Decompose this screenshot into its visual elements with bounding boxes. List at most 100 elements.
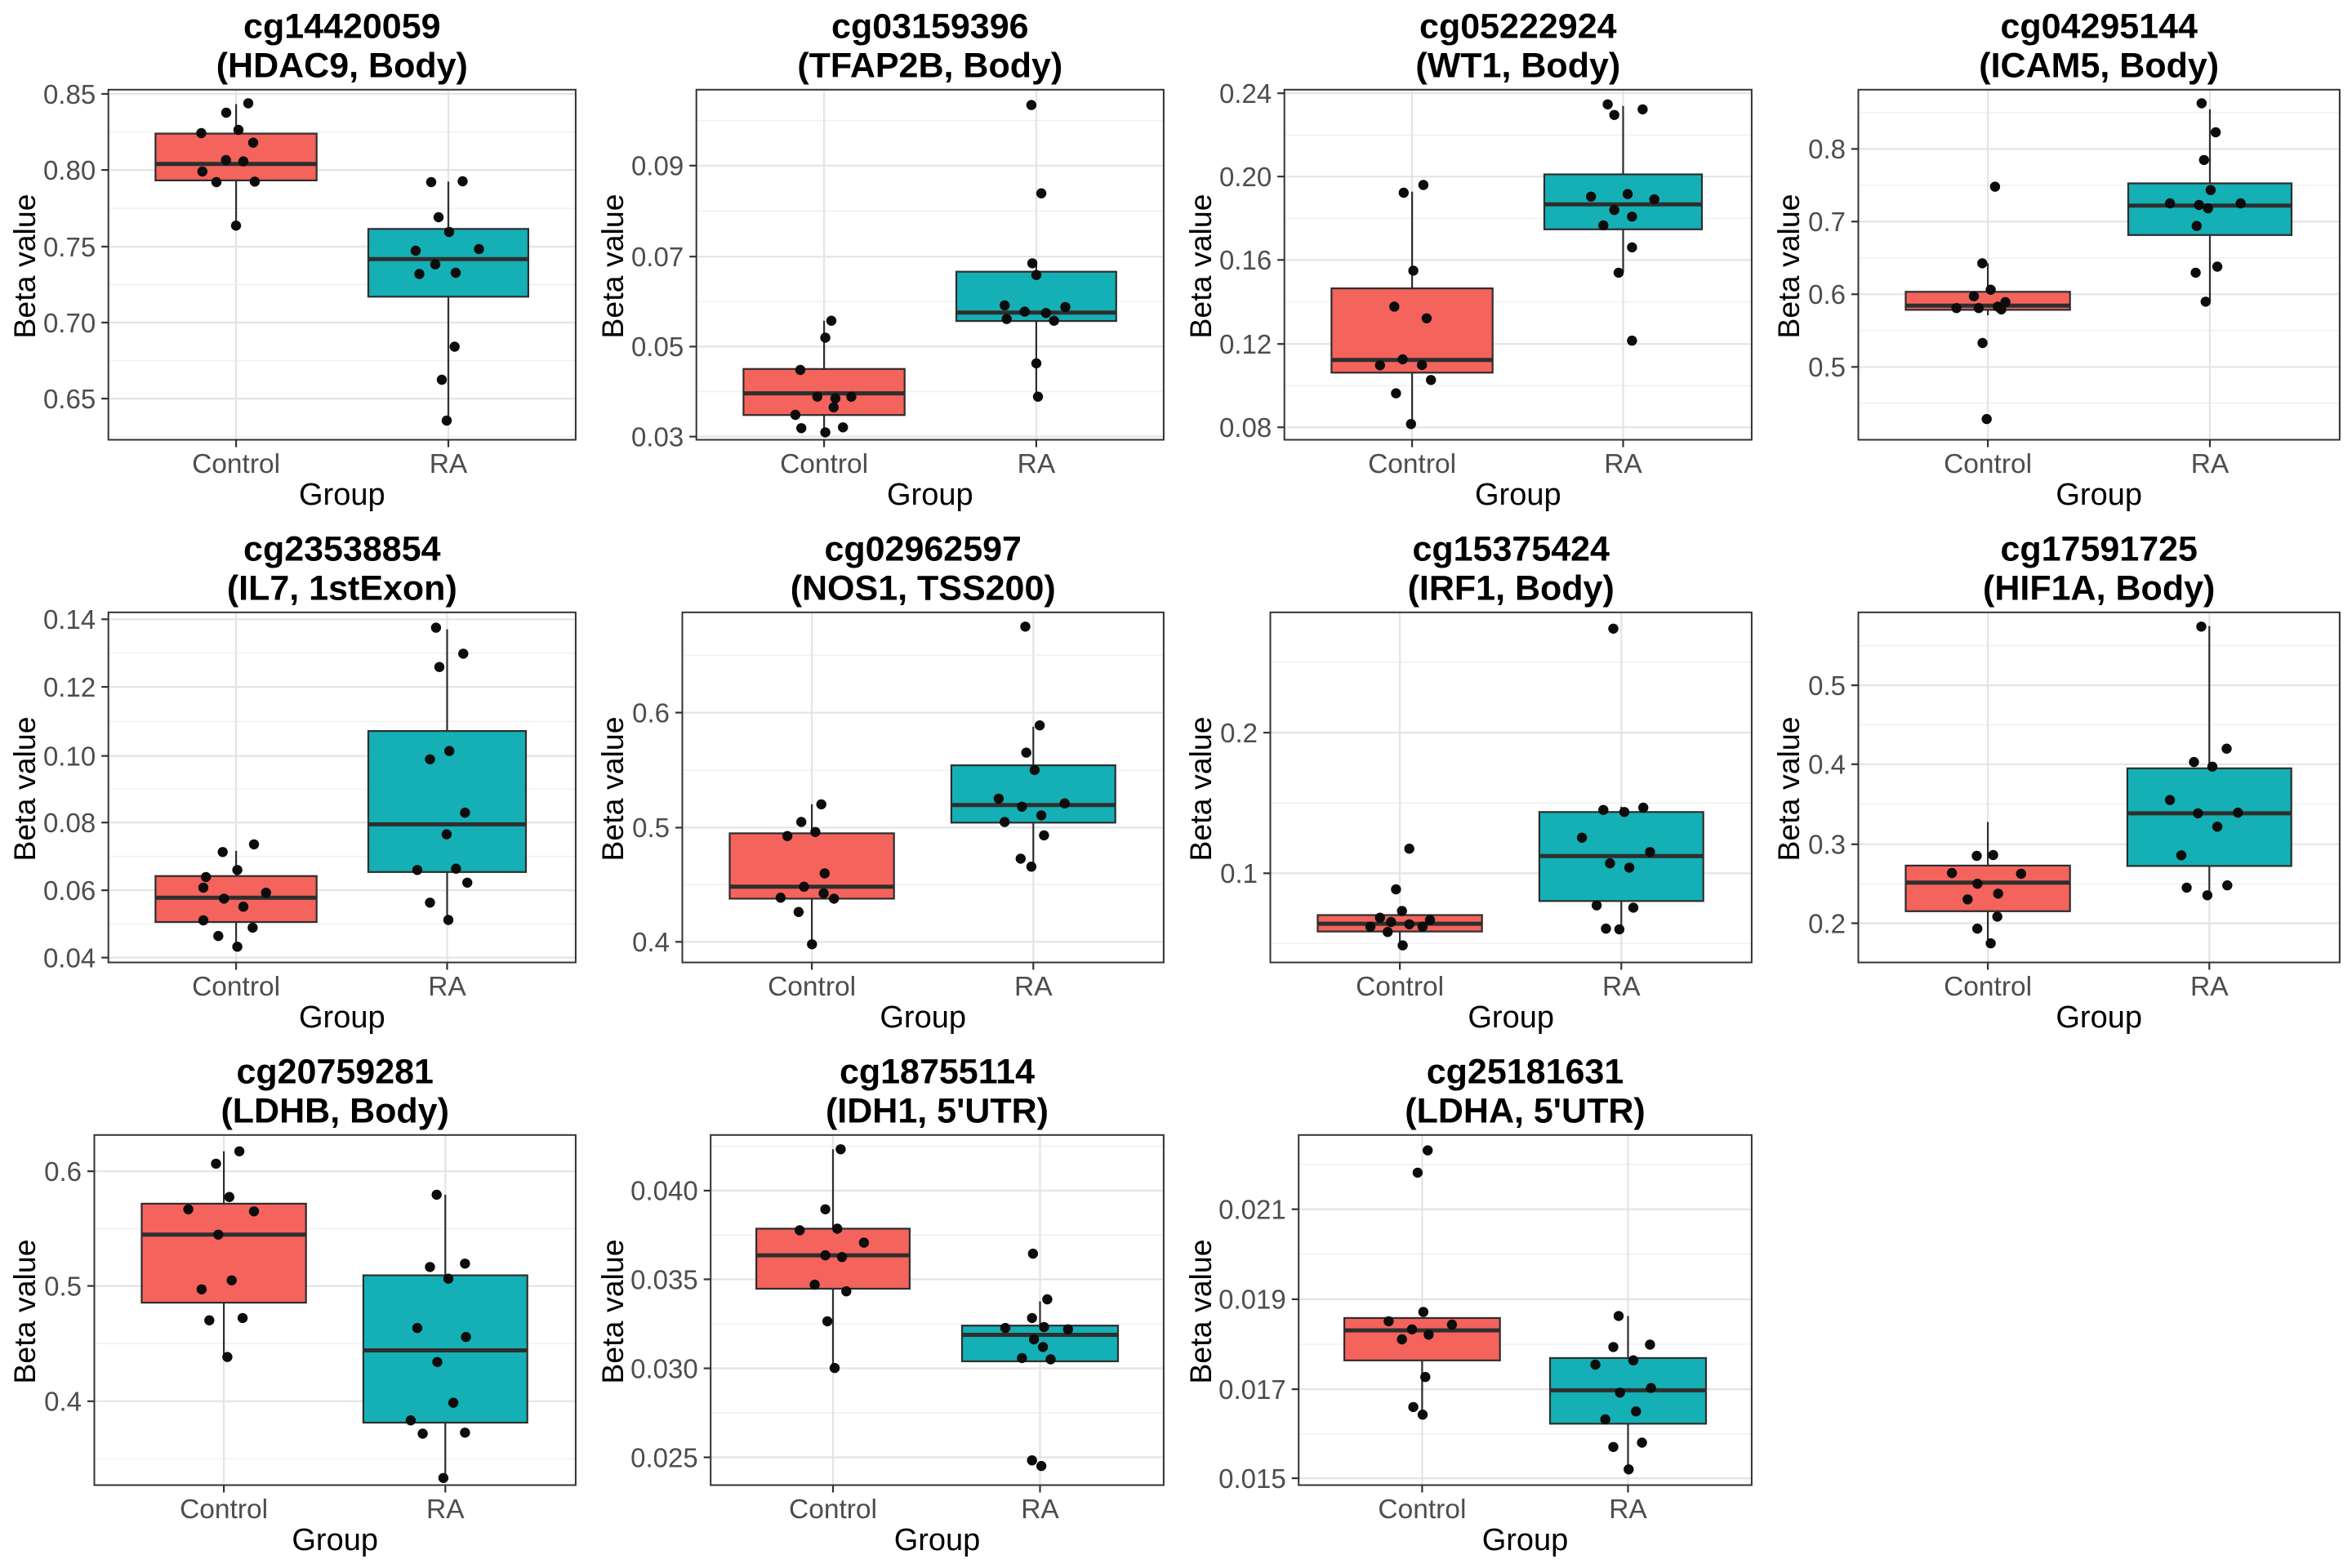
svg-text:0.6: 0.6 bbox=[44, 1156, 82, 1187]
svg-text:0.4: 0.4 bbox=[1808, 750, 1846, 780]
svg-text:Beta value: Beta value bbox=[1771, 716, 1806, 861]
svg-text:RA: RA bbox=[1602, 972, 1641, 1002]
svg-text:Control: Control bbox=[180, 1494, 268, 1525]
svg-text:cg17591725: cg17591725 bbox=[2000, 530, 2198, 569]
svg-text:0.20: 0.20 bbox=[1219, 162, 1272, 192]
svg-text:0.017: 0.017 bbox=[1218, 1374, 1286, 1405]
svg-text:Control: Control bbox=[1944, 449, 2032, 479]
svg-text:Control: Control bbox=[192, 972, 280, 1002]
svg-text:0.6: 0.6 bbox=[1808, 279, 1846, 310]
svg-text:Group: Group bbox=[1475, 478, 1561, 512]
svg-text:0.05: 0.05 bbox=[631, 332, 684, 362]
svg-text:Group: Group bbox=[1468, 1000, 1554, 1035]
svg-text:cg18755114: cg18755114 bbox=[840, 1053, 1035, 1092]
svg-text:(TFAP2B, Body): (TFAP2B, Body) bbox=[797, 46, 1062, 85]
svg-text:0.08: 0.08 bbox=[1219, 412, 1272, 443]
svg-text:Group: Group bbox=[2056, 478, 2142, 512]
svg-text:Group: Group bbox=[887, 478, 973, 512]
svg-text:0.1: 0.1 bbox=[1220, 858, 1258, 889]
svg-text:0.85: 0.85 bbox=[43, 79, 96, 109]
svg-text:0.08: 0.08 bbox=[43, 808, 96, 838]
svg-text:Group: Group bbox=[299, 1000, 385, 1035]
svg-text:RA: RA bbox=[1014, 972, 1053, 1002]
svg-text:0.07: 0.07 bbox=[631, 242, 684, 272]
svg-text:0.4: 0.4 bbox=[44, 1387, 82, 1417]
svg-text:(IDH1, 5'UTR): (IDH1, 5'UTR) bbox=[826, 1091, 1049, 1130]
svg-text:Beta value: Beta value bbox=[7, 1239, 42, 1383]
svg-text:0.2: 0.2 bbox=[1220, 718, 1258, 748]
svg-text:0.12: 0.12 bbox=[43, 672, 96, 702]
svg-text:0.5: 0.5 bbox=[44, 1271, 82, 1301]
svg-text:RA: RA bbox=[430, 449, 468, 479]
svg-text:Group: Group bbox=[880, 1000, 966, 1035]
svg-text:cg20759281: cg20759281 bbox=[236, 1053, 434, 1092]
svg-text:Control: Control bbox=[768, 972, 856, 1002]
svg-text:cg25181631: cg25181631 bbox=[1427, 1053, 1624, 1092]
svg-text:RA: RA bbox=[428, 972, 466, 1002]
svg-text:Beta value: Beta value bbox=[595, 716, 630, 861]
svg-text:0.3: 0.3 bbox=[1808, 830, 1846, 860]
svg-text:0.5: 0.5 bbox=[632, 813, 670, 843]
svg-text:Control: Control bbox=[1378, 1494, 1466, 1525]
svg-text:Beta value: Beta value bbox=[1183, 716, 1218, 861]
svg-text:0.06: 0.06 bbox=[43, 875, 96, 906]
svg-text:0.5: 0.5 bbox=[1808, 670, 1846, 701]
svg-text:0.14: 0.14 bbox=[43, 604, 96, 635]
svg-text:0.035: 0.035 bbox=[630, 1264, 698, 1294]
svg-text:(IRF1, Body): (IRF1, Body) bbox=[1408, 568, 1615, 608]
svg-text:0.10: 0.10 bbox=[43, 741, 96, 771]
svg-text:cg23538854: cg23538854 bbox=[243, 530, 441, 569]
svg-text:RA: RA bbox=[1021, 1494, 1059, 1525]
svg-text:Control: Control bbox=[1944, 972, 2032, 1002]
svg-text:Group: Group bbox=[1482, 1523, 1569, 1557]
svg-text:Control: Control bbox=[780, 449, 868, 479]
svg-text:cg14420059: cg14420059 bbox=[243, 7, 441, 47]
svg-text:cg05222924: cg05222924 bbox=[1419, 7, 1617, 47]
svg-text:(ICAM5, Body): (ICAM5, Body) bbox=[1979, 46, 2219, 85]
svg-text:0.6: 0.6 bbox=[632, 697, 670, 728]
svg-text:cg02962597: cg02962597 bbox=[824, 530, 1021, 569]
svg-text:RA: RA bbox=[426, 1494, 465, 1525]
svg-text:(WT1, Body): (WT1, Body) bbox=[1415, 46, 1620, 85]
svg-text:Beta value: Beta value bbox=[1183, 1239, 1218, 1383]
svg-text:0.04: 0.04 bbox=[43, 942, 96, 973]
svg-text:0.040: 0.040 bbox=[630, 1176, 698, 1206]
svg-text:0.4: 0.4 bbox=[632, 927, 670, 957]
svg-text:0.019: 0.019 bbox=[1218, 1285, 1286, 1315]
svg-text:0.16: 0.16 bbox=[1219, 245, 1272, 275]
svg-text:0.12: 0.12 bbox=[1219, 329, 1272, 359]
svg-text:Beta value: Beta value bbox=[1771, 194, 1806, 338]
svg-text:0.80: 0.80 bbox=[43, 155, 96, 185]
svg-text:(IL7, 1stExon): (IL7, 1stExon) bbox=[227, 568, 457, 608]
svg-text:0.70: 0.70 bbox=[43, 308, 96, 338]
svg-text:Group: Group bbox=[2056, 1000, 2142, 1035]
svg-text:Beta value: Beta value bbox=[1183, 194, 1218, 338]
svg-text:0.021: 0.021 bbox=[1218, 1195, 1286, 1225]
svg-text:RA: RA bbox=[2190, 972, 2229, 1002]
svg-text:Group: Group bbox=[894, 1523, 981, 1557]
svg-text:0.030: 0.030 bbox=[630, 1353, 698, 1383]
svg-text:cg03159396: cg03159396 bbox=[831, 7, 1029, 47]
svg-text:Beta value: Beta value bbox=[7, 194, 42, 338]
svg-text:0.7: 0.7 bbox=[1808, 207, 1846, 237]
svg-text:Group: Group bbox=[292, 1523, 378, 1557]
svg-text:(NOS1, TSS200): (NOS1, TSS200) bbox=[791, 568, 1056, 608]
svg-text:Control: Control bbox=[1356, 972, 1444, 1002]
svg-text:(LDHA, 5'UTR): (LDHA, 5'UTR) bbox=[1405, 1091, 1645, 1130]
svg-text:0.03: 0.03 bbox=[631, 421, 684, 452]
svg-text:Control: Control bbox=[192, 449, 280, 479]
svg-text:RA: RA bbox=[1604, 449, 1642, 479]
svg-text:(HDAC9, Body): (HDAC9, Body) bbox=[216, 46, 468, 85]
svg-text:RA: RA bbox=[1609, 1494, 1647, 1525]
svg-text:Beta value: Beta value bbox=[595, 194, 630, 338]
svg-text:0.2: 0.2 bbox=[1808, 908, 1846, 938]
svg-text:0.8: 0.8 bbox=[1808, 134, 1846, 164]
svg-text:0.015: 0.015 bbox=[1218, 1463, 1286, 1494]
svg-text:0.24: 0.24 bbox=[1219, 78, 1272, 109]
svg-text:Beta value: Beta value bbox=[7, 716, 42, 861]
svg-text:0.025: 0.025 bbox=[630, 1442, 698, 1472]
svg-text:0.65: 0.65 bbox=[43, 384, 96, 414]
svg-text:cg15375424: cg15375424 bbox=[1412, 530, 1610, 569]
svg-text:Control: Control bbox=[789, 1494, 877, 1525]
svg-text:(HIF1A, Body): (HIF1A, Body) bbox=[1983, 568, 2215, 608]
